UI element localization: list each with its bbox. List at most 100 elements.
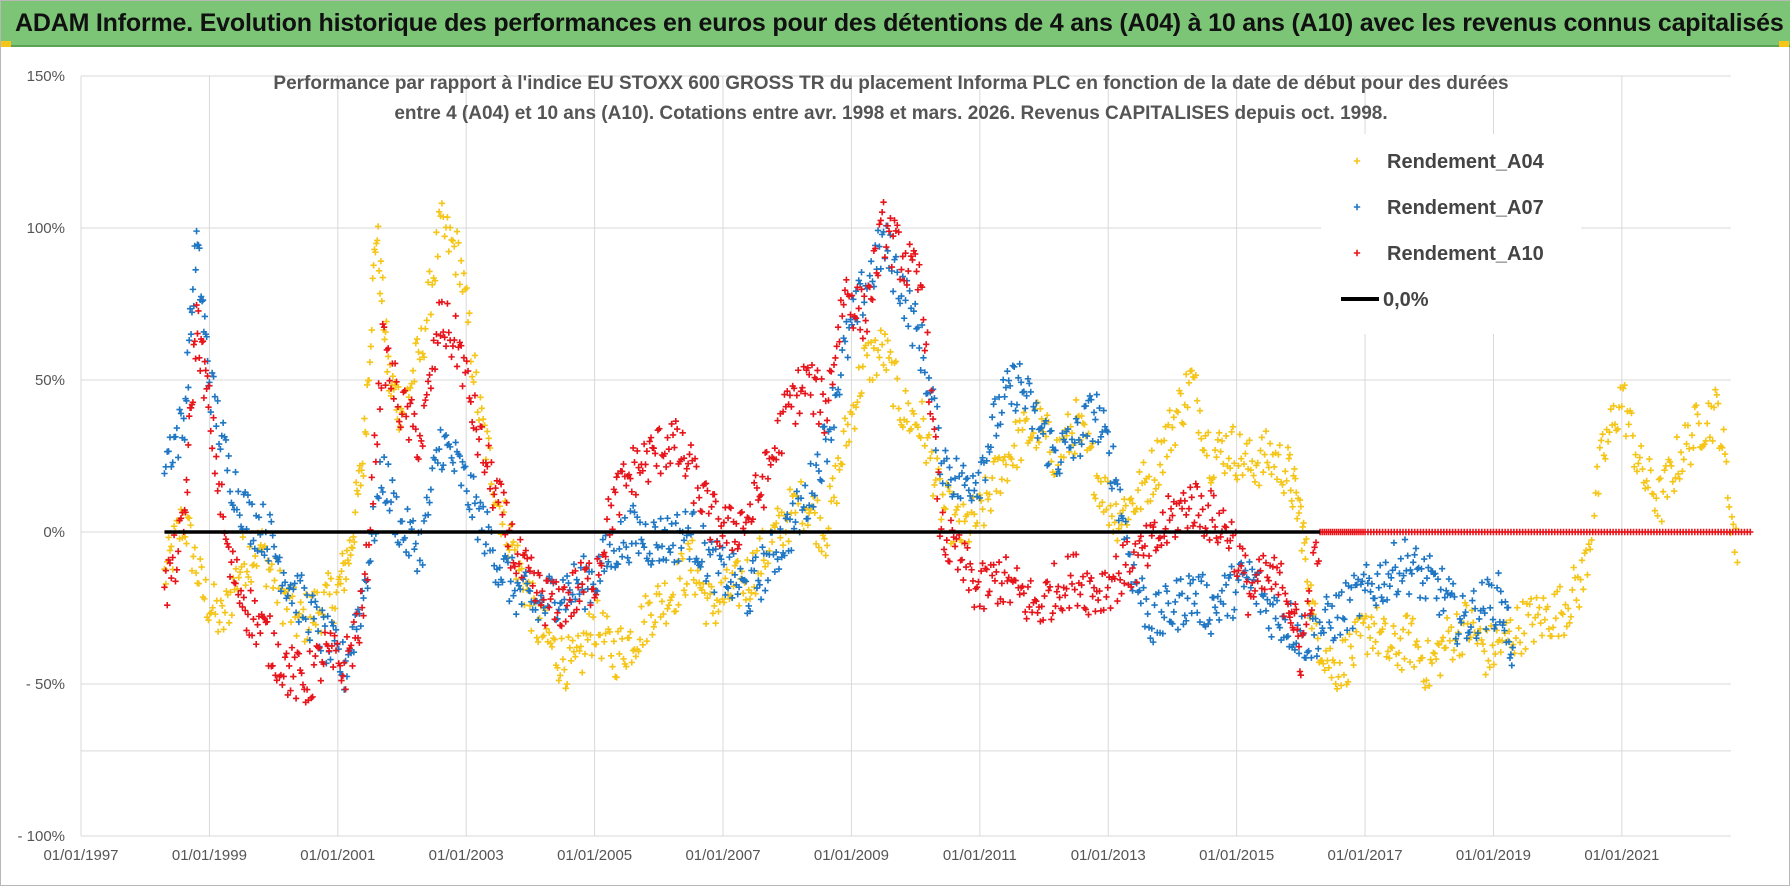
data-point (711, 589, 718, 596)
data-point (815, 544, 823, 551)
data-point (473, 493, 480, 501)
data-point (1151, 519, 1158, 526)
data-point (569, 591, 576, 598)
data-point (657, 515, 664, 522)
data-point (896, 276, 904, 283)
data-point (351, 538, 358, 546)
data-point (603, 613, 611, 620)
data-point (495, 581, 502, 588)
data-point (1129, 587, 1136, 594)
data-point (1302, 654, 1310, 662)
data-point (1024, 583, 1032, 591)
data-point (1320, 660, 1327, 667)
data-point (1261, 451, 1268, 458)
data-point (1598, 437, 1605, 444)
data-point (496, 564, 503, 571)
data-point (361, 570, 369, 578)
data-point (596, 577, 604, 585)
legend-label: Rendement_A10 (1387, 243, 1544, 265)
data-point (524, 580, 531, 587)
data-point (563, 572, 571, 580)
data-point (288, 600, 296, 607)
data-point (1227, 537, 1234, 544)
data-point (416, 557, 424, 564)
data-point (1107, 604, 1114, 612)
data-point (656, 425, 663, 432)
data-point (1363, 561, 1370, 569)
data-point (1210, 492, 1217, 499)
data-point (1385, 570, 1392, 578)
data-point (1310, 549, 1317, 556)
data-point (1357, 632, 1364, 639)
data-point (422, 325, 429, 333)
data-point (1140, 584, 1147, 591)
y-tick-label: 50% (35, 372, 65, 389)
data-point (382, 381, 389, 389)
data-point (1136, 537, 1143, 545)
data-point (1235, 567, 1242, 574)
data-point (495, 499, 502, 506)
data-point (818, 477, 825, 485)
data-point (1053, 588, 1061, 595)
data-point (662, 463, 670, 471)
data-point (1534, 611, 1542, 618)
data-point (206, 382, 213, 389)
data-point (862, 317, 869, 324)
data-point (554, 664, 561, 671)
data-point (1321, 667, 1328, 674)
data-point (914, 324, 922, 331)
data-point (309, 592, 316, 599)
data-point (668, 420, 675, 428)
data-point (338, 671, 345, 679)
data-point (195, 307, 202, 315)
data-point (1409, 615, 1416, 622)
data-point (372, 458, 380, 465)
data-point (338, 677, 345, 684)
data-point (881, 254, 889, 261)
data-point (675, 557, 682, 565)
data-point (1059, 430, 1066, 437)
data-point (693, 555, 700, 562)
data-point (1136, 587, 1143, 594)
data-point (855, 305, 862, 312)
data-point (1462, 608, 1469, 616)
data-point (199, 337, 207, 345)
data-point (166, 559, 174, 567)
data-point (647, 611, 655, 619)
data-point (1340, 671, 1348, 679)
data-point (199, 296, 207, 304)
data-point (781, 391, 788, 398)
data-point (976, 494, 984, 502)
data-point (384, 368, 391, 375)
data-point (1110, 443, 1117, 450)
data-point (339, 638, 347, 646)
data-point (250, 537, 257, 544)
data-point (921, 369, 929, 376)
data-point (869, 296, 876, 303)
data-point (620, 539, 627, 546)
data-point (280, 569, 287, 577)
data-point (1115, 570, 1122, 577)
data-point (877, 217, 884, 224)
data-point (607, 652, 615, 660)
data-point (1257, 567, 1264, 575)
data-point (1536, 604, 1543, 611)
data-point (925, 398, 933, 406)
legend-marker (1353, 249, 1361, 257)
data-point (1398, 577, 1406, 585)
data-point (1159, 469, 1167, 476)
data-point (680, 587, 688, 594)
data-point (330, 663, 337, 671)
data-point (457, 482, 465, 489)
data-point (328, 642, 336, 650)
data-point (1703, 420, 1711, 427)
data-point (1554, 588, 1561, 595)
data-point (235, 574, 242, 581)
data-point (1591, 512, 1598, 519)
data-point (1207, 479, 1215, 486)
data-point (283, 650, 290, 657)
data-point (1323, 593, 1330, 601)
data-point (1130, 561, 1138, 568)
data-point (1232, 589, 1239, 596)
data-point (1570, 564, 1577, 571)
